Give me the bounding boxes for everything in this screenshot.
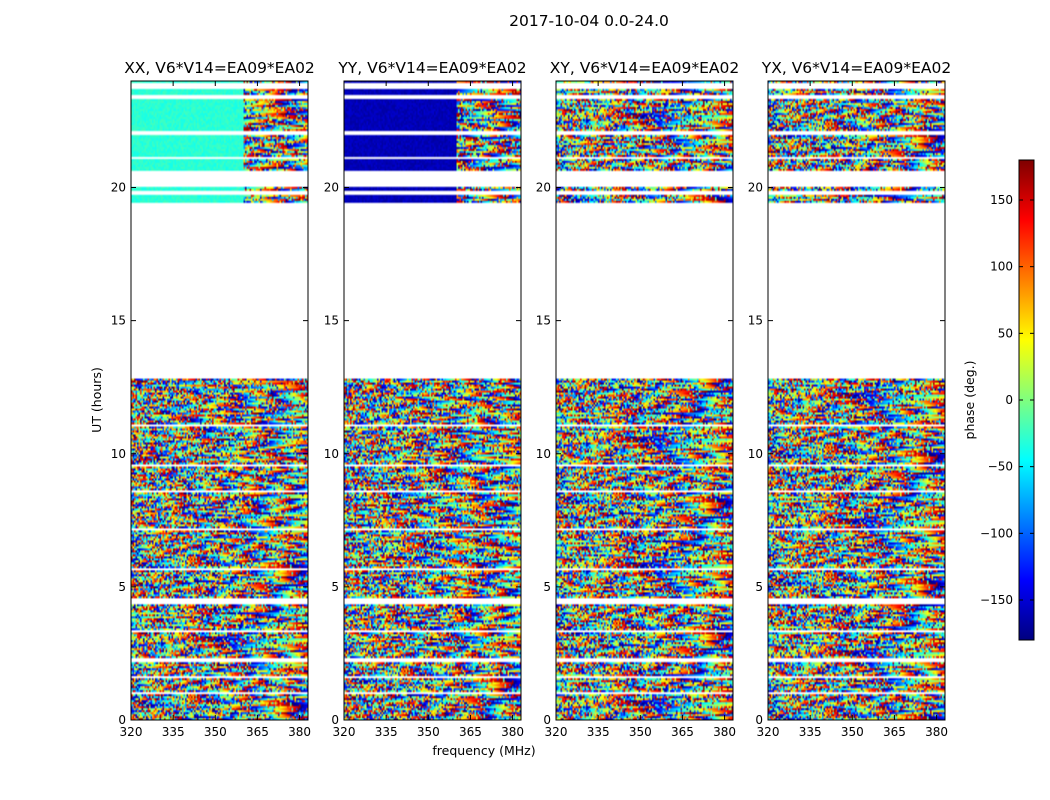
- x-tick-label: 320: [545, 725, 568, 739]
- colorbar-tick-label: −100: [980, 526, 1013, 540]
- panel-frame-0: [130, 80, 309, 721]
- panel-3: YX, V6*V14=EA09*EA02 320 335 350 365 380 0 5 10 1…: [748, 59, 952, 739]
- y-tick-label: 10: [748, 447, 763, 461]
- panel-0: XX, V6*V14=EA09*EA02 320 335 350 365 380 0 5 10 1…: [111, 59, 315, 739]
- colorbar: −150 −100 −50 0 50 100 150: [980, 159, 1035, 641]
- panel-frame-2: [555, 80, 734, 721]
- x-axis-label: frequency (MHz): [432, 743, 535, 758]
- panel-title-0: XX, V6*V14=EA09*EA02: [124, 59, 315, 77]
- y-tick-label: 5: [118, 580, 126, 594]
- colorbar-label: phase (deg.): [962, 361, 977, 440]
- panel-title-2: XY, V6*V14=EA09*EA02: [550, 59, 739, 77]
- panel-title-3: YX, V6*V14=EA09*EA02: [761, 59, 951, 77]
- y-tick-label: 15: [536, 314, 551, 328]
- x-tick-label: 365: [883, 725, 906, 739]
- x-tick-label: 335: [162, 725, 185, 739]
- panel-frame-1: [343, 80, 522, 721]
- heatmap-image-1: [344, 81, 521, 720]
- x-tick-label: 320: [333, 725, 356, 739]
- y-tick-label: 15: [748, 314, 763, 328]
- y-tick-label: 0: [118, 713, 126, 727]
- x-tick-label: 320: [757, 725, 780, 739]
- panel-title-1: YY, V6*V14=EA09*EA02: [337, 59, 526, 77]
- colorbar-tick-label: 100: [990, 260, 1013, 274]
- x-tick-label: 365: [246, 725, 269, 739]
- x-tick-label: 380: [713, 725, 736, 739]
- x-tick-label: 335: [799, 725, 822, 739]
- x-tick-label: 350: [629, 725, 652, 739]
- y-tick-label: 15: [111, 314, 126, 328]
- panel-frame-3: [767, 80, 946, 721]
- x-tick-label: 350: [417, 725, 440, 739]
- panel-2: XY, V6*V14=EA09*EA02 320 335 350 365 380 0 5 10 1…: [536, 59, 740, 739]
- y-tick-label: 20: [324, 181, 339, 195]
- y-tick-label: 0: [331, 713, 339, 727]
- y-tick-label: 10: [111, 447, 126, 461]
- y-tick-label: 15: [324, 314, 339, 328]
- heatmap-image-0: [131, 81, 308, 720]
- colorbar-tick-label: 0: [1005, 393, 1013, 407]
- x-tick-label: 365: [671, 725, 694, 739]
- colorbar-tick-label: −150: [980, 593, 1013, 607]
- x-tick-label: 350: [204, 725, 227, 739]
- x-tick-label: 365: [459, 725, 482, 739]
- x-tick-label: 380: [925, 725, 948, 739]
- panel-1: YY, V6*V14=EA09*EA02 320 335 350 365 380 0 5 10 1…: [324, 59, 527, 739]
- x-tick-label: 380: [501, 725, 524, 739]
- y-tick-label: 5: [543, 580, 551, 594]
- heatmap-image-3: [768, 81, 945, 720]
- y-tick-label: 10: [324, 447, 339, 461]
- y-axis-label: UT (hours): [89, 367, 104, 433]
- y-tick-label: 5: [331, 580, 339, 594]
- y-tick-label: 5: [755, 580, 763, 594]
- colorbar-tick-label: 50: [998, 326, 1013, 340]
- x-tick-label: 335: [587, 725, 610, 739]
- x-tick-label: 380: [288, 725, 311, 739]
- y-tick-label: 0: [755, 713, 763, 727]
- x-tick-label: 335: [375, 725, 398, 739]
- colorbar-tick-label: −50: [988, 460, 1013, 474]
- y-tick-label: 20: [748, 181, 763, 195]
- colorbar-tick-label: 150: [990, 193, 1013, 207]
- y-tick-label: 10: [536, 447, 551, 461]
- y-tick-label: 20: [111, 181, 126, 195]
- heatmap-image-2: [556, 81, 733, 720]
- y-tick-label: 0: [543, 713, 551, 727]
- y-tick-label: 20: [536, 181, 551, 195]
- panels: XX, V6*V14=EA09*EA02 320 335 350 365 380 0 5 10 1…: [111, 59, 952, 739]
- x-tick-label: 320: [120, 725, 143, 739]
- x-tick-label: 350: [841, 725, 864, 739]
- figure-title: 2017-10-04 0.0-24.0: [509, 12, 669, 30]
